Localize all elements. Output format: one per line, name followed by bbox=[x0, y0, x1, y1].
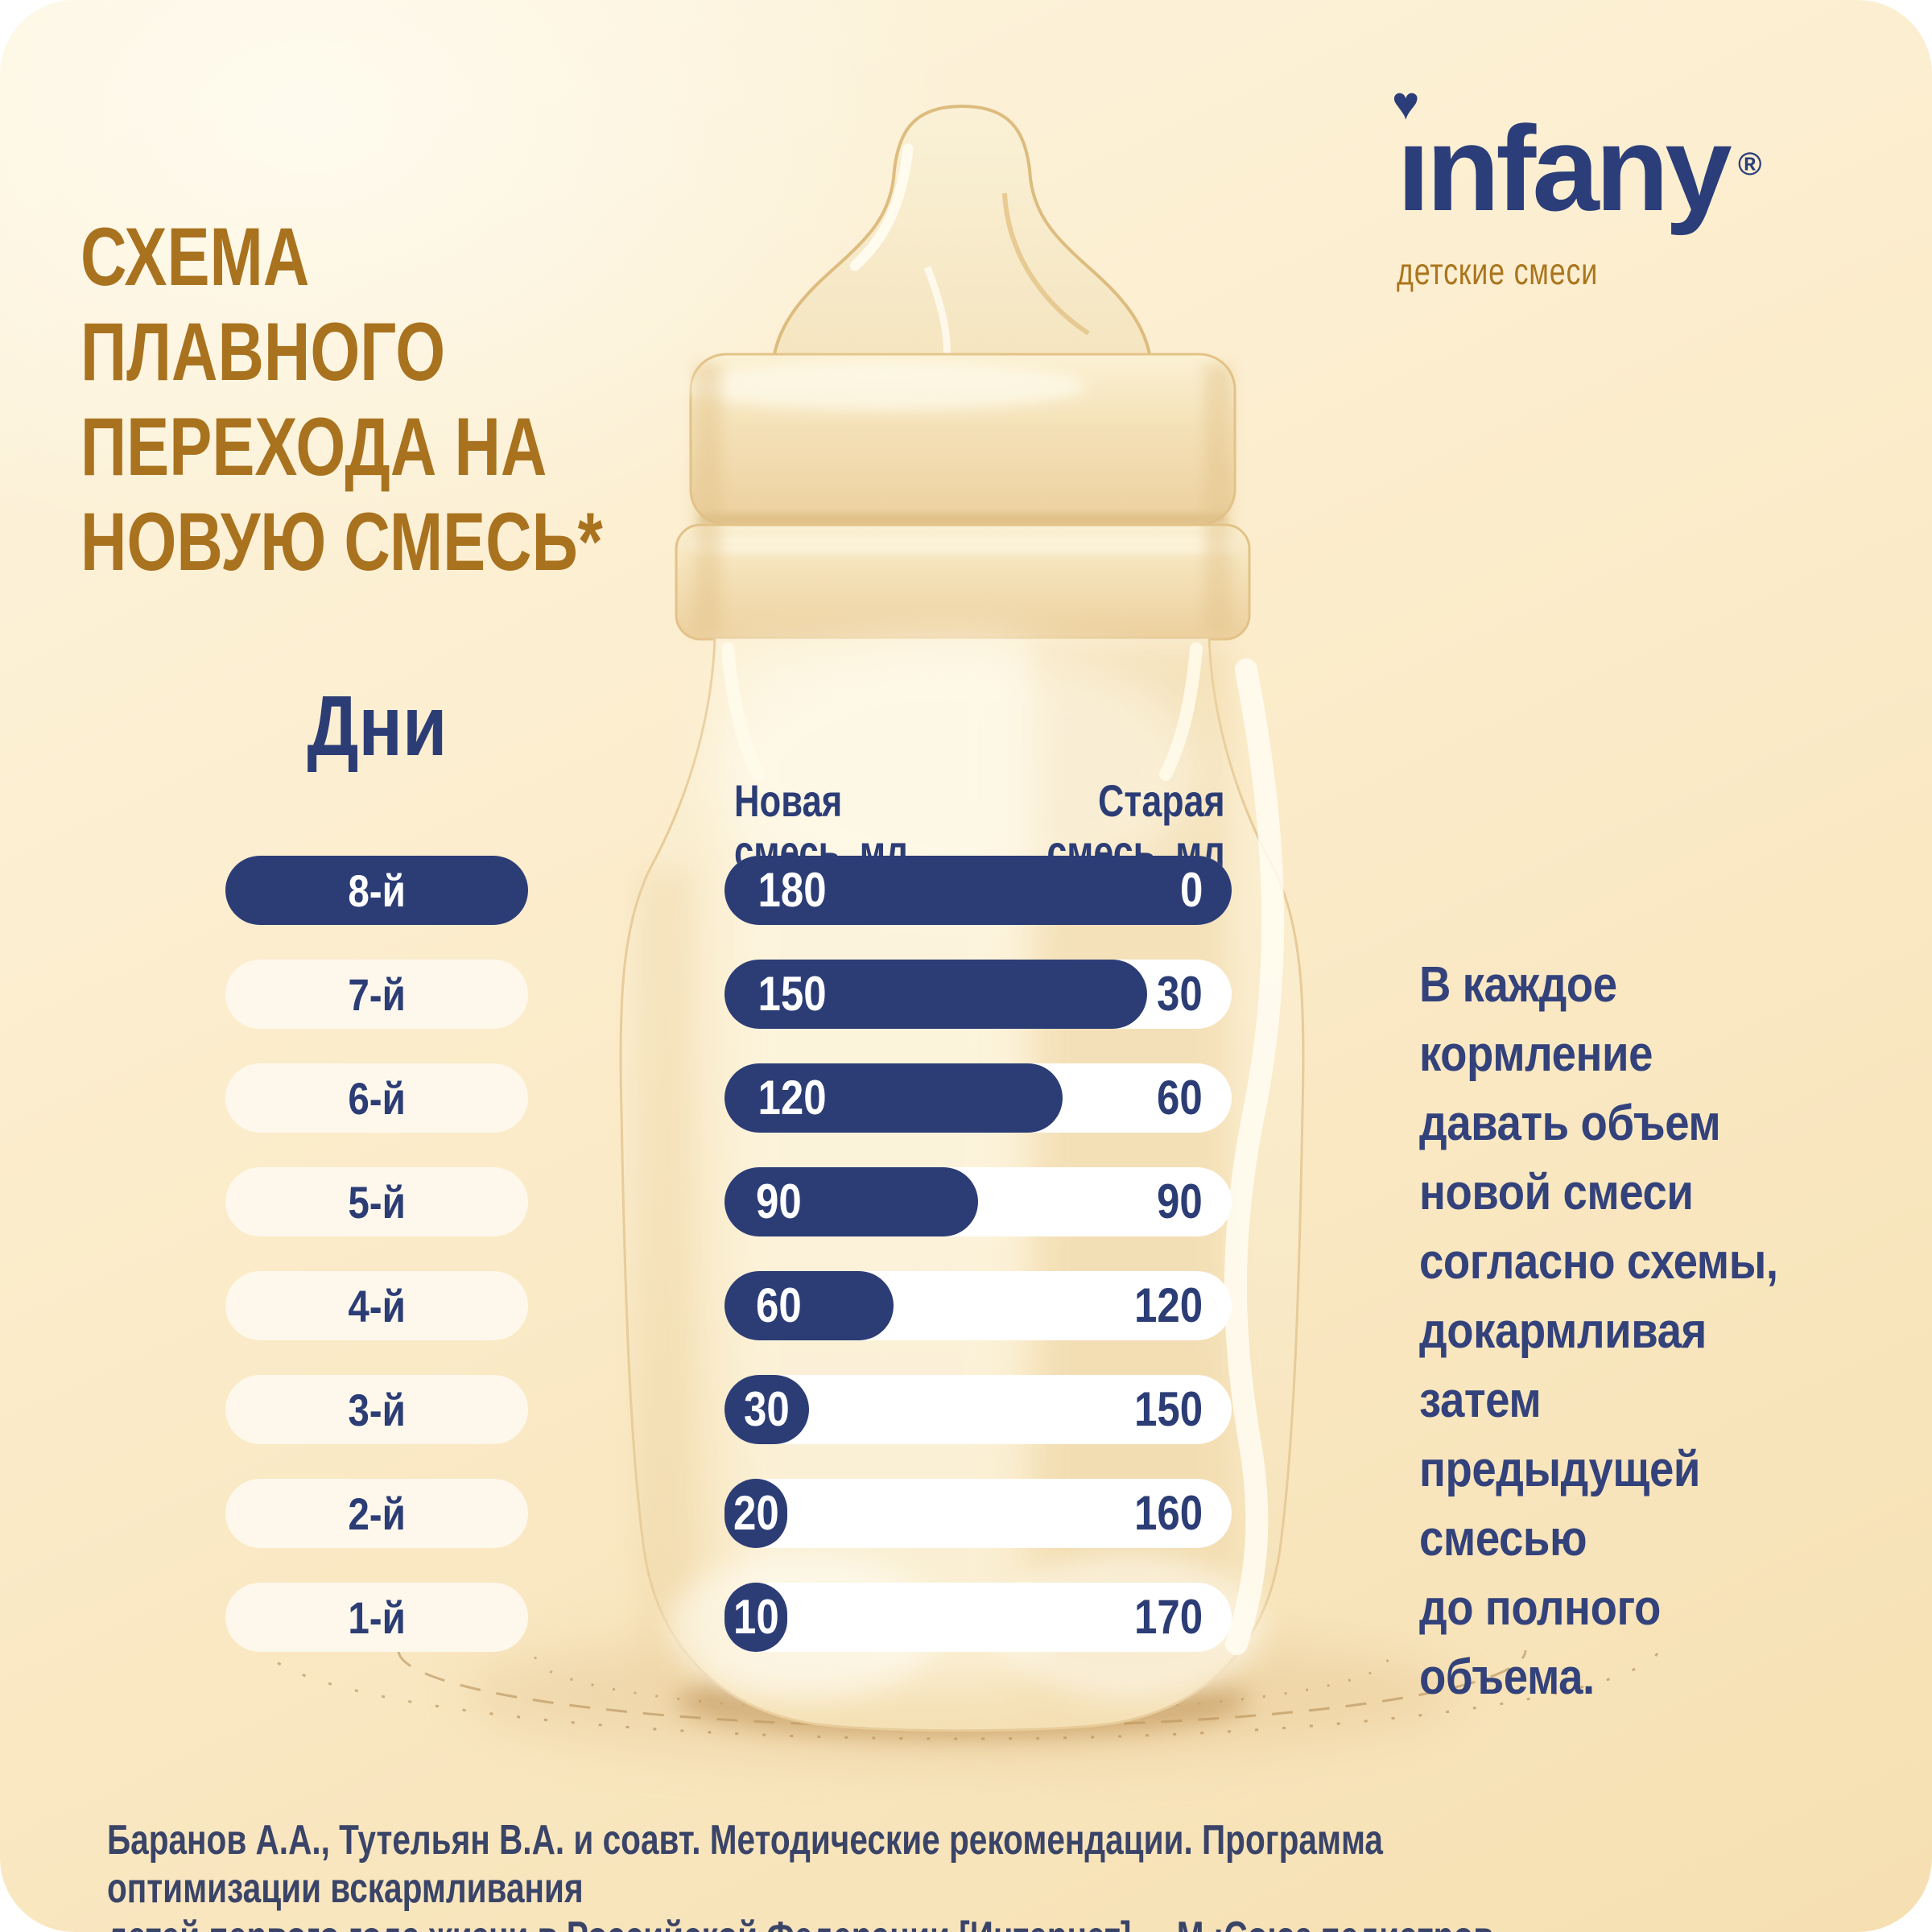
teat-highlight-left bbox=[849, 143, 914, 271]
collar-shade-right bbox=[1204, 364, 1232, 634]
day-label: 1-й bbox=[348, 1591, 406, 1643]
bar-row-4-й: 60 120 bbox=[724, 1271, 1232, 1340]
new-ml-value: 20 bbox=[733, 1486, 779, 1540]
day-label: 5-й bbox=[348, 1176, 406, 1228]
body-s-highlight bbox=[1224, 658, 1285, 1655]
bar-row-1-й: 10 170 bbox=[724, 1583, 1232, 1652]
collar-shade-left bbox=[694, 364, 721, 634]
new-ml-value: 30 bbox=[744, 1382, 790, 1436]
neck-highlight-right bbox=[1159, 642, 1203, 781]
bar-row-6-й: 120 60 bbox=[724, 1063, 1232, 1133]
bar-new-formula: 180 bbox=[724, 856, 1232, 925]
bottle-teat bbox=[770, 104, 1154, 365]
old-ml-value: 170 bbox=[1133, 1590, 1203, 1644]
new-ml-value: 60 bbox=[756, 1278, 802, 1332]
bar-new-formula: 60 bbox=[724, 1271, 894, 1340]
new-ml-value: 180 bbox=[758, 863, 827, 917]
old-ml-value: 150 bbox=[1133, 1382, 1203, 1436]
day-label: 2-й bbox=[348, 1488, 406, 1539]
brand-tagline: детские смеси bbox=[1397, 250, 1599, 292]
bar-new-formula: 120 bbox=[724, 1063, 1063, 1133]
day-pill-6-й: 6-й bbox=[225, 1063, 528, 1133]
old-ml-value: 60 bbox=[1157, 1071, 1203, 1125]
heart-icon: ♥ bbox=[1392, 77, 1420, 130]
day-label: 7-й bbox=[348, 968, 406, 1020]
bar-row-8-й: 180 0 bbox=[724, 856, 1232, 925]
teat-highlight-inner bbox=[923, 266, 951, 358]
collar-lower-highlight bbox=[689, 536, 1236, 554]
new-ml-value: 150 bbox=[758, 967, 827, 1021]
old-ml-value: 160 bbox=[1133, 1486, 1203, 1540]
old-ml-value: 120 bbox=[1133, 1278, 1203, 1332]
bar-new-formula: 150 bbox=[724, 960, 1147, 1029]
bar-row-2-й: 20 160 bbox=[724, 1479, 1232, 1548]
neck-highlight-left bbox=[721, 642, 765, 781]
bar-new-formula: 90 bbox=[724, 1167, 978, 1236]
new-ml-value: 90 bbox=[756, 1174, 802, 1228]
brand-logo: ♥ ınfany ® детские смеси bbox=[1392, 80, 1847, 398]
registered-trademark-icon: ® bbox=[1738, 147, 1762, 182]
day-label: 8-й bbox=[348, 865, 406, 916]
day-label: 4-й bbox=[348, 1280, 406, 1331]
day-pill-8-й: 8-й bbox=[225, 856, 528, 925]
bar-new-formula: 20 bbox=[724, 1479, 787, 1548]
page-title: СХЕМА ПЛАВНОГО ПЕРЕХОДА НА НОВУЮ СМЕСЬ* bbox=[80, 114, 805, 589]
day-pill-3-й: 3-й bbox=[225, 1375, 528, 1444]
day-pill-5-й: 5-й bbox=[225, 1167, 528, 1236]
bar-new-formula: 30 bbox=[724, 1375, 809, 1444]
bar-row-3-й: 30 150 bbox=[724, 1375, 1232, 1444]
bar-row-7-й: 150 30 bbox=[724, 960, 1232, 1029]
old-ml-value: 0 bbox=[1179, 863, 1203, 917]
day-pill-7-й: 7-й bbox=[225, 960, 528, 1029]
new-ml-value: 10 bbox=[733, 1590, 779, 1644]
day-label: 3-й bbox=[348, 1384, 406, 1435]
old-ml-value: 30 bbox=[1157, 967, 1203, 1021]
day-pill-4-й: 4-й bbox=[225, 1271, 528, 1340]
page-title-text: СХЕМА ПЛАВНОГО ПЕРЕХОДА НА НОВУЮ СМЕСЬ* bbox=[80, 211, 603, 588]
body-shade-left bbox=[638, 869, 694, 1682]
footnote-citation: Баранов А.А., Тутельян В.А. и соавт. Мет… bbox=[107, 1817, 1493, 1932]
old-formula-column-header: Старая смесь, мл bbox=[1046, 775, 1225, 877]
teat-streak bbox=[1002, 192, 1090, 336]
brand-name: ınfany bbox=[1397, 101, 1732, 236]
new-ml-value: 120 bbox=[758, 1071, 827, 1125]
new-formula-column-header: Новая смесь, мл bbox=[734, 775, 908, 877]
collar-upper-highlight bbox=[684, 362, 1087, 411]
collar-groove bbox=[699, 514, 1227, 525]
bar-row-5-й: 90 90 bbox=[724, 1167, 1232, 1236]
bar-rows: 180 0 150 30 120 60 90 90 60 120 30 150 20 160 10 170 bbox=[724, 856, 1232, 1652]
day-rows: 8-й 7-й 6-й 5-й 4-й 3-й 2-й 1-й bbox=[225, 856, 528, 1652]
ground-arc-middle bbox=[397, 1649, 1527, 1728]
day-pill-2-й: 2-й bbox=[225, 1479, 528, 1548]
days-column-header: Дни bbox=[306, 679, 447, 774]
old-ml-value: 90 bbox=[1157, 1174, 1203, 1228]
feeding-note: В каждое кормление давать объем новой см… bbox=[1419, 957, 1778, 1705]
body-glow-top bbox=[716, 644, 1199, 902]
day-pill-1-й: 1-й bbox=[225, 1583, 528, 1652]
bar-new-formula: 10 bbox=[724, 1583, 787, 1652]
day-label: 6-й bbox=[348, 1072, 406, 1124]
